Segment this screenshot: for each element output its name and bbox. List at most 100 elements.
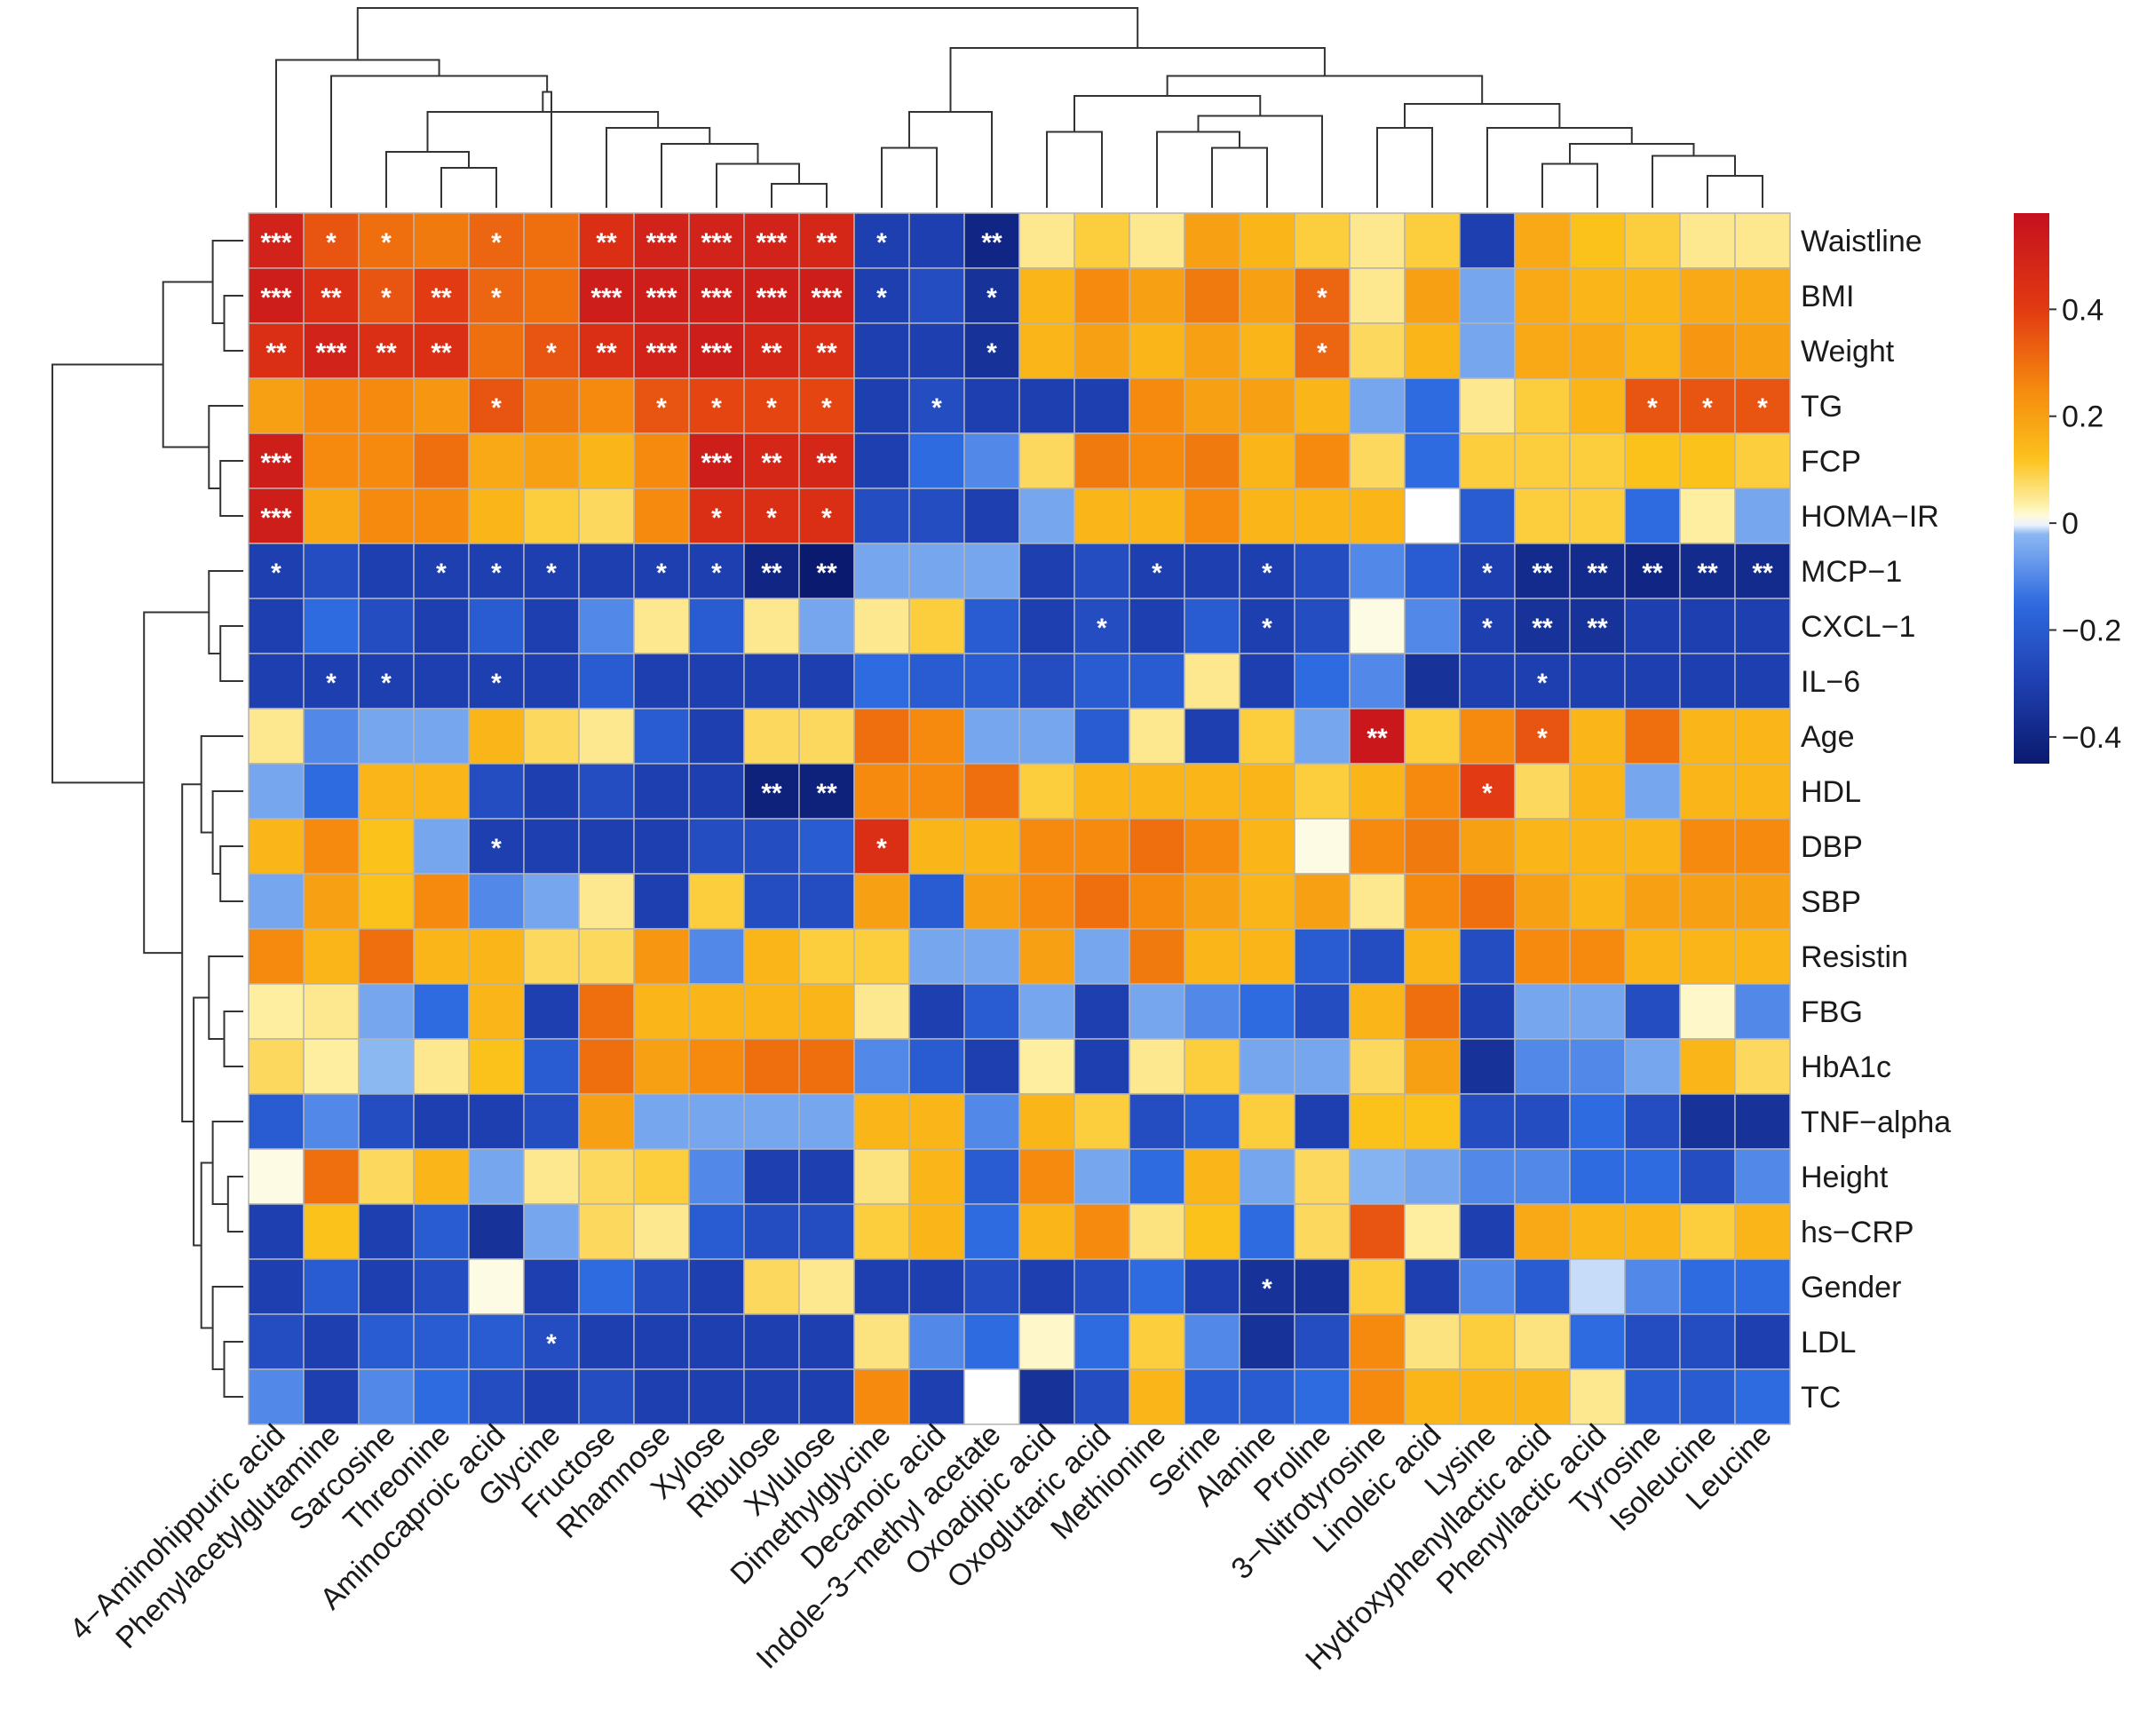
- heatmap-cell: [688, 488, 745, 544]
- heatmap-cell: [1734, 1038, 1791, 1095]
- heatmap-cell: [1184, 267, 1240, 324]
- heatmap-cell: [1624, 1258, 1681, 1315]
- heatmap-cell: [688, 1038, 745, 1095]
- heatmap-cell: [1569, 763, 1626, 820]
- heatmap-cell: [853, 1148, 910, 1205]
- heatmap-cell: [1624, 1038, 1681, 1095]
- heatmap-cell: [578, 543, 635, 599]
- heatmap-cell: [1569, 1148, 1626, 1205]
- heatmap-cell: [358, 488, 415, 544]
- heatmap-cell: [1184, 377, 1240, 434]
- significance-star: *: [656, 393, 667, 423]
- heatmap-cell: [1349, 928, 1406, 985]
- heatmap-cell: [1018, 708, 1075, 765]
- heatmap-cell: [633, 1203, 690, 1260]
- heatmap-cell: [1459, 598, 1516, 654]
- significance-star: *: [876, 834, 887, 863]
- heatmap-cell: [633, 1258, 690, 1315]
- heatmap-cell: [963, 543, 1020, 599]
- heatmap-cell: [853, 708, 910, 765]
- heatmap-cell: [468, 763, 525, 820]
- heatmap-cell: [1018, 763, 1075, 820]
- significance-star: *: [491, 228, 502, 258]
- heatmap-cell: [1074, 322, 1130, 379]
- significance-star: ***: [756, 228, 787, 258]
- heatmap-cell: [963, 1368, 1020, 1425]
- heatmap-cell: [798, 543, 855, 599]
- heatmap-cell: [578, 598, 635, 654]
- heatmap-cell: [1294, 818, 1351, 875]
- heatmap-cell: [743, 1038, 800, 1095]
- heatmap-cell: [1679, 1148, 1736, 1205]
- heatmap-cell: [1569, 432, 1626, 489]
- heatmap-cell: [633, 1368, 690, 1425]
- heatmap-cell: [688, 1258, 745, 1315]
- heatmap-cell: [1349, 983, 1406, 1040]
- heatmap-cell: [1018, 543, 1075, 599]
- heatmap-cell: [468, 1368, 525, 1425]
- heatmap-cell: [358, 1368, 415, 1425]
- heatmap-cell: [633, 928, 690, 985]
- heatmap-cell: [1239, 543, 1295, 599]
- heatmap-cell: [303, 488, 360, 544]
- heatmap-cell: [1074, 432, 1130, 489]
- row-label: Gender: [1801, 1271, 1901, 1304]
- significance-star: *: [711, 559, 722, 588]
- row-label: SBP: [1801, 885, 1861, 919]
- heatmap-cell: [963, 1203, 1020, 1260]
- heatmap-cell: [1569, 1038, 1626, 1095]
- heatmap-cell: [1459, 653, 1516, 709]
- heatmap-cell: [1349, 708, 1406, 765]
- row-label: BMI: [1801, 280, 1854, 313]
- heatmap-cell: [1679, 1368, 1736, 1425]
- significance-star: ***: [701, 283, 732, 313]
- heatmap-cell: [1569, 267, 1626, 324]
- heatmap-cell: [413, 818, 470, 875]
- significance-star: *: [1152, 559, 1162, 588]
- significance-star: *: [821, 503, 832, 533]
- heatmap-cell: [1679, 873, 1736, 930]
- heatmap-cell: [303, 708, 360, 765]
- heatmap-cell: [1294, 1258, 1351, 1315]
- heatmap-cell: [358, 818, 415, 875]
- heatmap-cell: [1514, 322, 1571, 379]
- heatmap-cell: [1459, 1368, 1516, 1425]
- heatmap-cell: [1018, 212, 1075, 269]
- heatmap-cell: [578, 873, 635, 930]
- heatmap-cell: [1514, 488, 1571, 544]
- significance-star: **: [596, 338, 617, 368]
- heatmap-cell: [1018, 653, 1075, 709]
- heatmap-cell: [908, 1203, 965, 1260]
- heatmap-cell: [523, 1203, 580, 1260]
- heatmap-cell: [358, 1093, 415, 1150]
- heatmap-cell: [1294, 1038, 1351, 1095]
- heatmap-cell: [743, 1203, 800, 1260]
- heatmap-cell: [1129, 488, 1185, 544]
- heatmap-cell: [1569, 377, 1626, 434]
- heatmap-cell: [523, 1258, 580, 1315]
- heatmap-cell: [1294, 598, 1351, 654]
- heatmap-cell: [1459, 432, 1516, 489]
- heatmap-cell: [853, 598, 910, 654]
- heatmap-cell: [523, 322, 580, 379]
- heatmap-cell: [1129, 267, 1185, 324]
- significance-star: *: [1647, 393, 1658, 423]
- significance-star: **: [431, 283, 452, 313]
- heatmap-cell: [1184, 1368, 1240, 1425]
- heatmap-cell: [578, 1368, 635, 1425]
- row-label: HOMA−IR: [1801, 500, 1939, 534]
- heatmap-cell: [798, 873, 855, 930]
- heatmap-cell: [1239, 928, 1295, 985]
- heatmap-cell: [358, 1038, 415, 1095]
- heatmap-cell: [1569, 543, 1626, 599]
- heatmap-cell: [743, 212, 800, 269]
- heatmap-cell: [1349, 488, 1406, 544]
- heatmap-cell: [358, 322, 415, 379]
- heatmap-cell: [1459, 322, 1516, 379]
- heatmap-cell: [1404, 818, 1461, 875]
- heatmap-cell: [1018, 1038, 1075, 1095]
- heatmap-cell: [1018, 488, 1075, 544]
- heatmap-cell: [413, 708, 470, 765]
- heatmap-cell: [1569, 1203, 1626, 1260]
- heatmap-cell: [853, 432, 910, 489]
